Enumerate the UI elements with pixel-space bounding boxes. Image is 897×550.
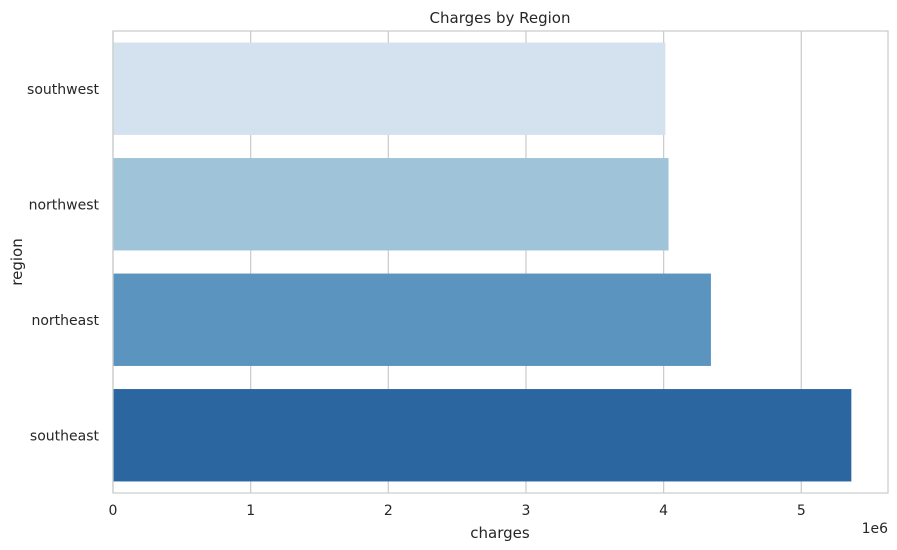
x-tick-labels: 0 1 2 3 4 5 (109, 503, 806, 519)
x-tick-label: 2 (384, 503, 393, 519)
y-category-labels: southwest northwest northeast southeast (27, 82, 99, 445)
bar-southeast (113, 389, 852, 482)
x-tick-label: 4 (659, 503, 668, 519)
bars (113, 42, 852, 482)
plot-frame (112, 30, 889, 494)
y-category-label: northwest (29, 197, 100, 213)
x-tick-label: 0 (109, 503, 118, 519)
x-axis-offset-label: 1e6 (862, 521, 889, 537)
y-category-label: southeast (30, 428, 100, 444)
x-axis-title: charges (470, 524, 530, 542)
y-axis-title: region (8, 238, 26, 285)
x-tick-label: 1 (246, 503, 255, 519)
bar-northeast (113, 273, 711, 366)
bar-northwest (113, 158, 669, 251)
x-tick-label: 3 (522, 503, 531, 519)
x-tick-label: 5 (797, 503, 806, 519)
chart-title: Charges by Region (430, 9, 571, 27)
bar-southwest (113, 42, 666, 135)
y-category-label: northeast (31, 313, 99, 329)
y-category-label: southwest (27, 82, 99, 98)
